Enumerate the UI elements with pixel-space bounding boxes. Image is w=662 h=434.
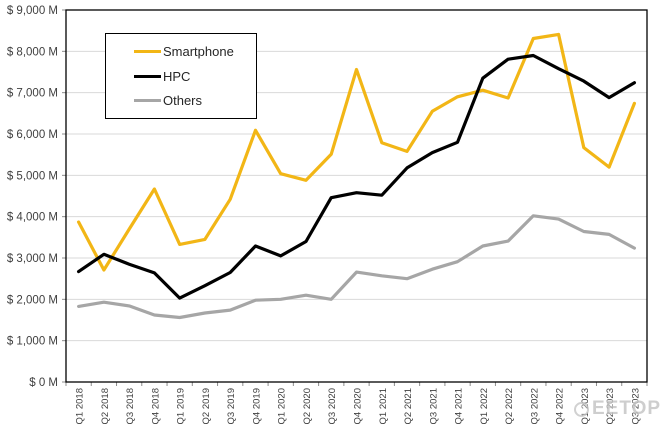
- y-axis-label: $ 6,000 M: [7, 129, 58, 141]
- legend-label-others: Others: [163, 92, 203, 108]
- x-axis-label: Q1 2022: [479, 388, 490, 424]
- y-axis-label: $ 4,000 M: [7, 212, 58, 224]
- x-axis-label: Q2 2022: [504, 388, 515, 424]
- plot-area-border: [65, 9, 648, 383]
- x-axis-label: Q4 2020: [353, 388, 364, 424]
- series-line-others: [76, 214, 637, 320]
- x-axis-label: Q1 2021: [378, 388, 389, 424]
- legend-item-hpc: HPC: [134, 70, 256, 83]
- x-axis-label: Q4 2019: [251, 388, 262, 424]
- x-axis-label: Q3 2023: [630, 388, 641, 424]
- watermark-circle-logo-icon: [574, 401, 589, 417]
- x-axis-label: Q3 2021: [428, 388, 439, 424]
- x-axis-label: Q3 2018: [125, 388, 136, 424]
- x-axis-label: Q2 2021: [403, 388, 414, 424]
- x-axis-label: Q3 2020: [327, 388, 338, 424]
- legend-swatch-smartphone: [134, 50, 161, 54]
- x-axis-label: Q4 2021: [454, 388, 465, 424]
- watermark: EETOP: [574, 398, 661, 420]
- y-axis-label: $ 1,000 M: [7, 336, 58, 348]
- legend: Smartphone HPC Others: [105, 33, 257, 119]
- x-axis-label: Q1 2019: [176, 388, 187, 424]
- legend-item-others: Others: [134, 94, 256, 107]
- x-axis-label: Q2 2023: [605, 388, 616, 424]
- legend-label-smartphone: Smartphone: [163, 44, 234, 60]
- legend-swatch-hpc: [134, 74, 161, 78]
- x-axis-label: Q2 2019: [201, 388, 212, 424]
- legend-swatch-others: [134, 98, 161, 102]
- series-line-smartphone: [76, 32, 637, 272]
- x-axis-label: Q2 2018: [100, 388, 111, 424]
- y-axis-label: $ 7,000 M: [7, 88, 58, 100]
- y-axis-label: $ 0 M: [29, 377, 58, 389]
- x-axis-label: Q3 2019: [226, 388, 237, 424]
- series-line-hpc: [76, 53, 637, 300]
- y-axis-label: $ 9,000 M: [7, 5, 58, 17]
- legend-item-smartphone: Smartphone: [134, 45, 256, 58]
- x-axis-label: Q1 2018: [75, 388, 86, 424]
- x-axis-label: Q2 2020: [302, 388, 313, 424]
- x-axis-label: Q4 2018: [150, 388, 161, 424]
- x-axis-label: Q4 2022: [555, 388, 566, 424]
- x-axis-label: Q3 2022: [529, 388, 540, 424]
- watermark-text: EETOP: [592, 398, 662, 419]
- y-axis-label: $ 2,000 M: [7, 294, 58, 306]
- y-axis-label: $ 3,000 M: [7, 253, 58, 265]
- x-axis-label: Q1 2020: [277, 388, 288, 424]
- legend-label-hpc: HPC: [163, 68, 191, 84]
- y-axis-label: $ 5,000 M: [7, 170, 58, 182]
- y-axis-label: $ 8,000 M: [7, 46, 58, 58]
